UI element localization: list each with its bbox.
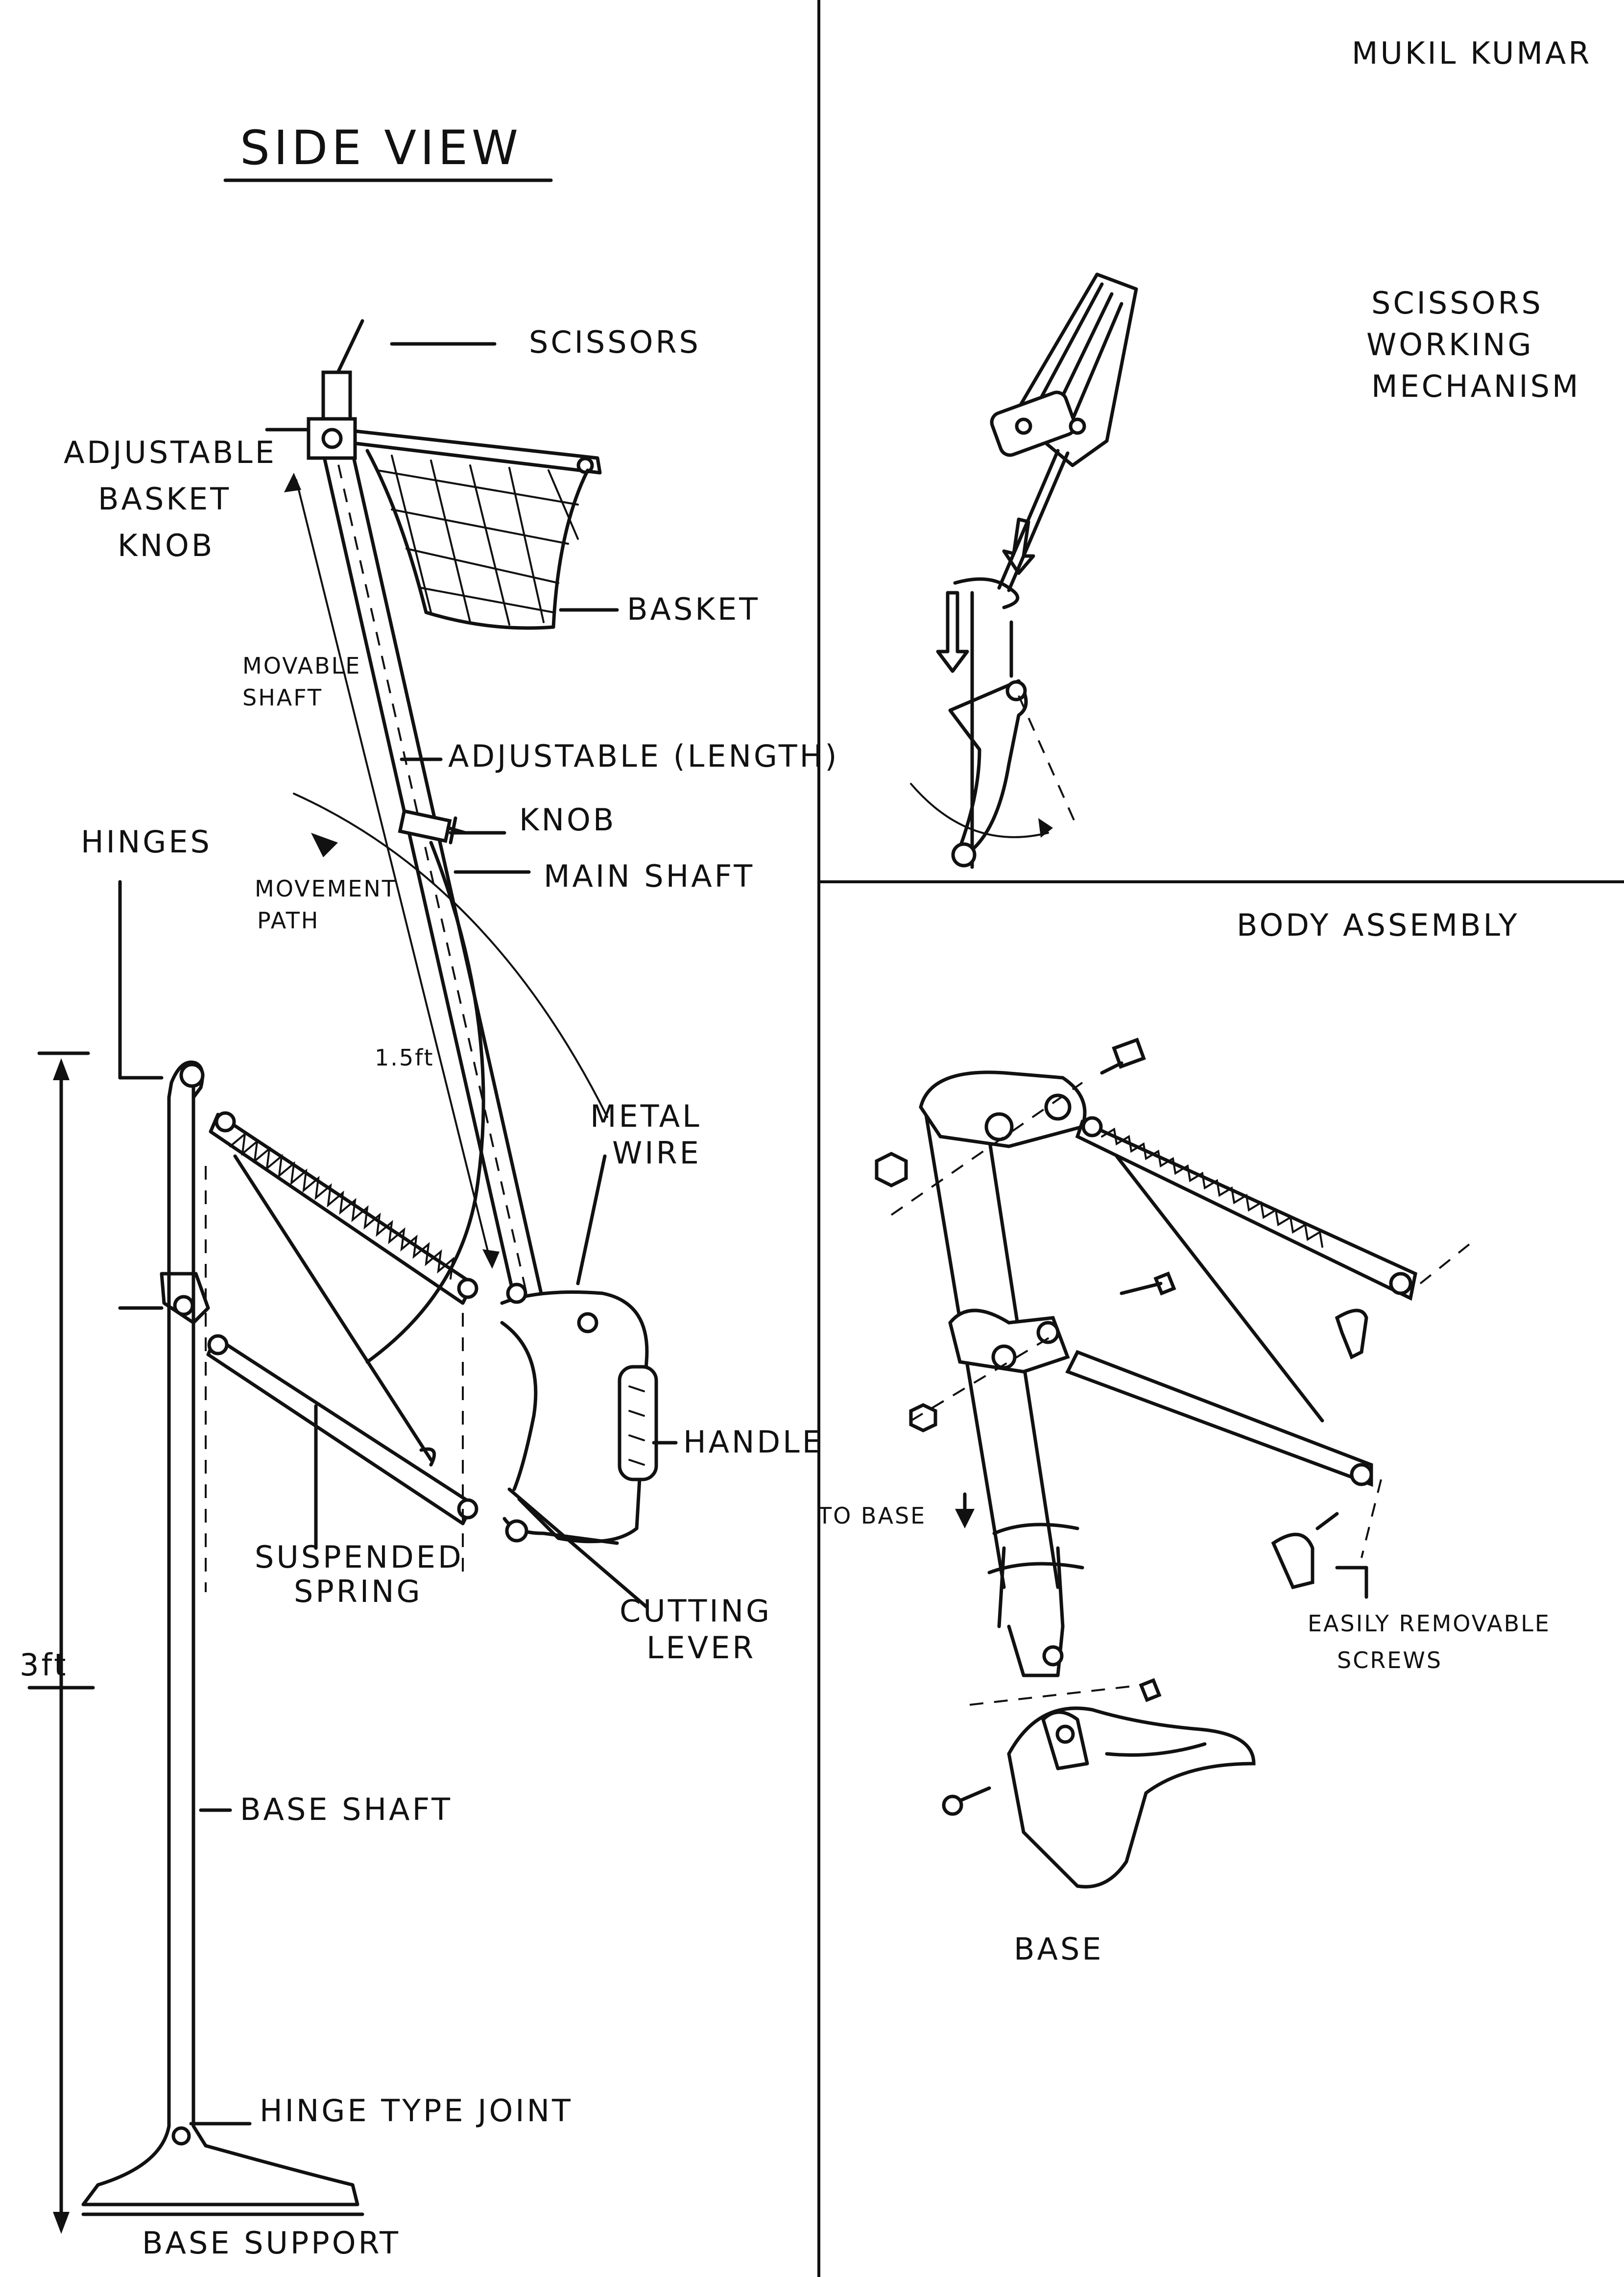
easily-removable-screws-label-1: EASILY REMOVABLE	[1308, 1610, 1551, 1637]
assembly-links-drawing	[1065, 1116, 1470, 1558]
side-view-panel: SIDE VIEW 3ft	[20, 121, 839, 2261]
suspended-spring-label-2: SPRING	[294, 1574, 423, 1609]
assembly-base-drawing	[1007, 1706, 1256, 1889]
cutting-lever-label-2: LEVER	[646, 1630, 756, 1666]
metal-wire-drawing	[365, 841, 485, 1364]
scissors-mechanism-title-2: WORKING	[1366, 327, 1534, 363]
base-shaft-drawing	[160, 1061, 210, 2128]
scissors-mechanism-panel: MUKIL KUMAR SCISSORS WORKING MECHANISM	[910, 35, 1592, 869]
metal-wire-label-1: METAL	[590, 1098, 702, 1134]
panel-dividers	[817, 0, 1624, 2277]
adjustable-basket-knob-label-2: BASKET	[98, 481, 231, 517]
base-label: BASE	[1014, 1931, 1103, 1967]
base-shaft-label: BASE SHAFT	[240, 1792, 453, 1827]
adjustable-basket-knob-label-3: KNOB	[118, 528, 215, 563]
easily-removable-screws-label-2: SCREWS	[1337, 1647, 1442, 1673]
movable-shaft-label-1: MOVABLE	[242, 653, 361, 679]
assembly-leader-lines	[955, 1492, 1368, 1599]
assembly-shaft-drawing	[919, 1070, 1087, 1677]
main-shaft-drawing	[265, 319, 543, 1300]
side-view-title: SIDE VIEW	[240, 121, 522, 175]
metal-wire-label-2: WIRE	[612, 1135, 701, 1171]
hinges-label: HINGES	[81, 824, 212, 860]
shaft-length-dimension: 1.5ft	[284, 473, 500, 1269]
to-base-label: TO BASE	[817, 1502, 926, 1529]
scissors-lever-drawing	[910, 591, 1078, 869]
down-arrow-icon	[936, 517, 1035, 673]
movement-path-label-2: PATH	[257, 907, 319, 934]
basket-drawing	[353, 429, 602, 630]
author-label: MUKIL KUMAR	[1352, 35, 1592, 71]
side-view-leader-lines	[118, 342, 678, 2126]
hinge-type-joint-label: HINGE TYPE JOINT	[260, 2093, 573, 2129]
handle-label: HANDLE	[683, 1424, 824, 1460]
base-support-label: BASE SUPPORT	[142, 2225, 401, 2261]
adjustable-basket-knob-label-1: ADJUSTABLE	[64, 435, 277, 470]
movement-path-label-1: MOVEMENT	[255, 875, 397, 902]
movement-arrow-icon	[311, 833, 338, 857]
body-assembly-panel: BODY ASSEMBLY	[817, 907, 1551, 1967]
knob-label: KNOB	[519, 802, 616, 838]
suspended-spring-drawing	[229, 1132, 454, 1467]
movement-path-arc	[293, 793, 608, 1118]
suspended-spring-label-1: SUSPENDED	[255, 1539, 464, 1575]
handle-drawing	[500, 1283, 658, 1545]
scissors-mechanism-title-3: MECHANISM	[1371, 368, 1581, 404]
scissors-label: SCISSORS	[529, 324, 701, 360]
scissors-mechanism-title-1: SCISSORS	[1371, 285, 1543, 321]
cutting-lever-label-1: CUTTING	[620, 1593, 772, 1629]
body-assembly-title: BODY ASSEMBLY	[1237, 907, 1520, 943]
height-dimension: 3ft	[20, 1051, 95, 2234]
shaft-length-label: 1.5ft	[375, 1044, 434, 1071]
basket-label: BASKET	[627, 591, 760, 627]
base-support-drawing	[81, 2124, 364, 2216]
scissors-blades-drawing	[953, 272, 1138, 609]
height-label: 3ft	[20, 1647, 69, 1683]
main-shaft-label: MAIN SHAFT	[544, 858, 755, 894]
adjustable-length-label: ADJUSTABLE (LENGTH)	[448, 738, 839, 774]
screws-and-nuts-drawing	[875, 1038, 1368, 1816]
movable-shaft-label-2: SHAFT	[242, 684, 323, 711]
parallel-links	[205, 1111, 478, 1592]
